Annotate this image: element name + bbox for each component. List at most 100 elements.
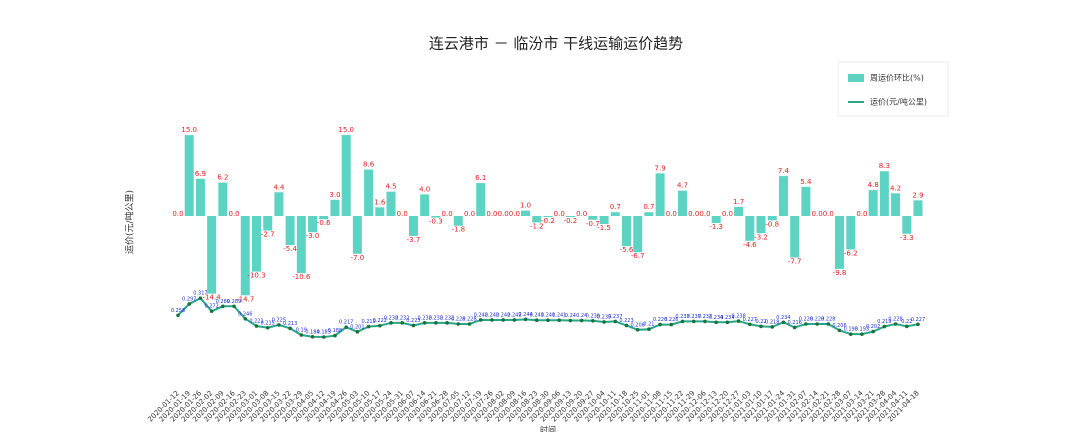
point-value-label: 0.237 bbox=[687, 314, 701, 320]
line-point bbox=[882, 324, 887, 329]
bar-value-label: -10.6 bbox=[292, 273, 311, 281]
line-point bbox=[355, 330, 360, 334]
line-point bbox=[557, 318, 562, 323]
line-point bbox=[232, 304, 236, 309]
bar-value-label: 0.0 bbox=[397, 210, 408, 218]
point-value-label: 0.258 bbox=[171, 308, 185, 314]
line-point bbox=[456, 322, 461, 326]
bar-value-label: 0.0 bbox=[856, 210, 867, 218]
bar bbox=[386, 191, 396, 216]
bar-value-label: 0.0 bbox=[699, 210, 710, 218]
point-value-label: 0.234 bbox=[776, 315, 790, 321]
bar-value-label: -14.4 bbox=[203, 294, 222, 302]
point-value-label: 0.237 bbox=[698, 314, 712, 320]
bar-value-label: -0.2 bbox=[564, 217, 578, 225]
point-value-label: 0.317 bbox=[193, 291, 207, 297]
bar-value-label: -4.6 bbox=[743, 241, 757, 249]
point-value-label: 0.227 bbox=[743, 317, 757, 323]
point-value-label: 0.232 bbox=[395, 315, 409, 321]
bar-value-label: 4.0 bbox=[419, 185, 430, 193]
point-value-label: 0.235 bbox=[597, 314, 611, 320]
bar-value-label: 0.0 bbox=[172, 210, 183, 218]
bar-value-label: -0.7 bbox=[586, 220, 600, 228]
bar bbox=[599, 215, 609, 225]
bar bbox=[902, 215, 912, 234]
line-point bbox=[478, 318, 483, 322]
line-point bbox=[624, 323, 629, 328]
bar-value-label: 15.0 bbox=[338, 126, 354, 134]
line-point bbox=[837, 328, 842, 333]
point-value-label: 0.22 bbox=[901, 319, 912, 325]
point-value-label: 0.206 bbox=[832, 323, 846, 329]
bar-value-label: 0.0 bbox=[666, 210, 677, 218]
bar bbox=[610, 212, 620, 216]
bar bbox=[263, 215, 273, 231]
bar bbox=[778, 176, 788, 216]
point-value-label: 0.219 bbox=[361, 319, 375, 325]
line-point bbox=[467, 322, 472, 326]
bar-value-label: -1.3 bbox=[709, 223, 723, 231]
bar-value-label: 7.9 bbox=[655, 164, 666, 172]
bar bbox=[891, 193, 901, 216]
bar-value-label: 6.1 bbox=[475, 174, 486, 182]
point-value-label: 0.228 bbox=[810, 317, 824, 323]
line-point bbox=[389, 321, 393, 325]
bar-value-label: 0.0 bbox=[554, 210, 565, 218]
point-value-label: 0.239 bbox=[586, 313, 600, 319]
bar-value-label: 4.7 bbox=[677, 182, 688, 190]
line-point bbox=[848, 332, 853, 336]
bar bbox=[408, 215, 418, 236]
bar bbox=[588, 215, 598, 220]
bar bbox=[846, 215, 856, 250]
bar bbox=[308, 215, 318, 233]
point-value-label: 0.201 bbox=[350, 324, 364, 330]
bar bbox=[296, 215, 306, 274]
point-value-label: 0.228 bbox=[799, 317, 813, 323]
point-value-label: 0.237 bbox=[675, 314, 689, 320]
point-value-label: 0.225 bbox=[272, 317, 286, 323]
bar bbox=[879, 171, 889, 216]
bar bbox=[207, 215, 217, 294]
point-value-label: 0.184 bbox=[305, 329, 319, 335]
line-point bbox=[299, 333, 304, 337]
line-point bbox=[411, 323, 416, 328]
bar bbox=[711, 215, 721, 224]
point-value-label: 0.217 bbox=[339, 320, 353, 326]
point-value-label: 0.241 bbox=[541, 313, 555, 319]
line-point bbox=[187, 302, 192, 306]
bar bbox=[476, 183, 486, 216]
line-point bbox=[635, 328, 640, 332]
line-point bbox=[714, 320, 718, 325]
line-point bbox=[669, 322, 674, 327]
bar-value-label: 4.8 bbox=[868, 181, 879, 189]
bar-value-label: 6.9 bbox=[195, 170, 206, 178]
bar bbox=[532, 215, 542, 223]
bar bbox=[835, 215, 845, 269]
line-point bbox=[703, 319, 707, 324]
line-point bbox=[445, 321, 449, 325]
bar-value-label: 4.2 bbox=[890, 184, 901, 192]
bar-value-label: 0.7 bbox=[643, 203, 654, 211]
bar-value-label: 1.6 bbox=[374, 198, 386, 206]
bar-value-label: -3.2 bbox=[754, 233, 768, 241]
bar-value-label: 0.0 bbox=[228, 210, 239, 218]
point-value-label: 0.24 bbox=[576, 313, 587, 319]
line-point bbox=[591, 319, 595, 323]
point-value-label: 0.241 bbox=[530, 313, 544, 319]
point-value-label: 0.22 bbox=[755, 319, 766, 325]
line-point bbox=[434, 321, 438, 325]
point-value-label: 0.234 bbox=[720, 315, 734, 321]
line-point bbox=[546, 318, 550, 323]
line-point bbox=[893, 322, 898, 326]
line-point bbox=[602, 320, 606, 324]
line-point bbox=[680, 319, 685, 324]
bar-value-label: 5.4 bbox=[800, 178, 812, 186]
point-value-label: 0.213 bbox=[283, 321, 297, 327]
bar bbox=[195, 178, 205, 216]
bar bbox=[251, 215, 261, 272]
bar-value-label: -5.4 bbox=[283, 245, 297, 253]
line-point bbox=[523, 317, 528, 322]
line-point bbox=[770, 325, 775, 329]
bar bbox=[913, 200, 923, 216]
point-value-label: 0.218 bbox=[765, 319, 779, 325]
